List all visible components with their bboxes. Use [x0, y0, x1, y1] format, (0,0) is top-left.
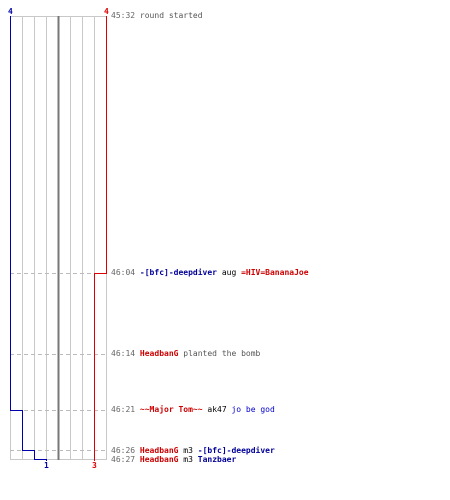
event-time: 46:14 [111, 349, 136, 358]
event-kill: 46:21 ~~Major Tom~~ ak47 jo be god [111, 405, 275, 415]
event-action: planted the bomb [183, 349, 261, 358]
victim-name: jo be god [231, 405, 275, 414]
event-time: 46:21 [111, 405, 136, 414]
blue-end-count: 1 [44, 461, 49, 470]
event-kill: 46:26 HeadbanG m3 -[bfc]-deepdiver [111, 446, 275, 456]
event-time: 46:26 [111, 446, 136, 455]
event-time: 46:04 [111, 268, 136, 277]
player-name: HeadbanG [139, 349, 179, 358]
event-time: 45:32 [111, 11, 136, 20]
victim-name: Tanzbaer [197, 455, 237, 464]
victim-name: =HIV=BananaJoe [241, 268, 309, 277]
weapon-name: ak47 [207, 405, 227, 414]
event-time: 46:27 [111, 455, 136, 464]
player-columns-grid [10, 16, 107, 460]
event-kill: 46:27 HeadbanG m3 Tanzbaer [111, 455, 236, 465]
killer-name: HeadbanG [139, 455, 179, 464]
weapon-name: m3 [183, 455, 193, 464]
killer-name: ~~Major Tom~~ [139, 405, 203, 414]
victim-name: -[bfc]-deepdiver [197, 446, 275, 455]
red-end-count: 3 [92, 461, 97, 470]
blue-team-alive-line [10, 16, 47, 461]
blue-start-count: 4 [8, 7, 13, 16]
killer-name: -[bfc]-deepdiver [139, 268, 217, 277]
weapon-name: aug [221, 268, 237, 277]
event-text: round started [139, 11, 203, 20]
event-bomb-planted: 46:14 HeadbanG planted the bomb [111, 349, 260, 359]
killer-name: HeadbanG [139, 446, 179, 455]
weapon-name: m3 [183, 446, 193, 455]
red-team-alive-line [94, 16, 107, 461]
event-round-started: 45:32 round started [111, 11, 203, 21]
red-start-count: 4 [104, 7, 109, 16]
event-kill: 46:04 -[bfc]-deepdiver aug =HIV=BananaJo… [111, 268, 309, 278]
